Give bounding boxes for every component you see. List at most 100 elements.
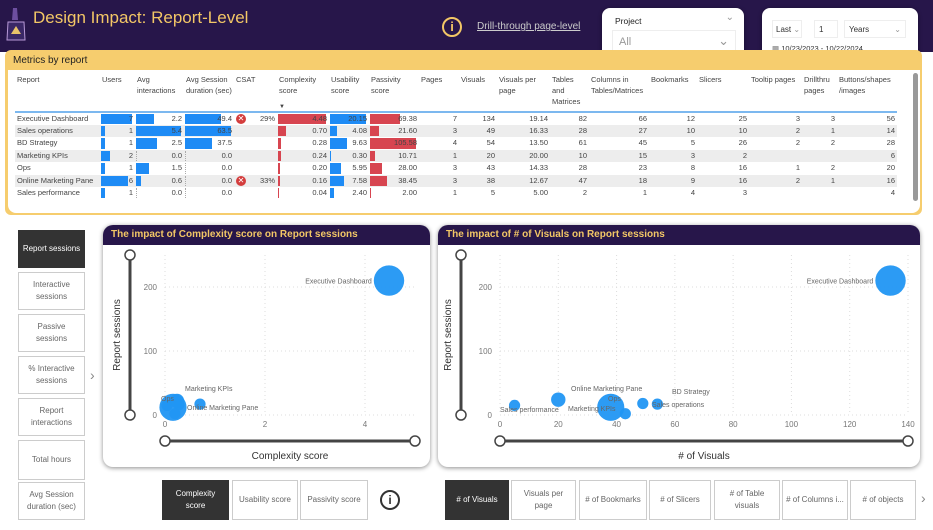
cell-value: 13.50 <box>529 138 548 148</box>
column-header[interactable]: Drillthru pages <box>802 74 837 113</box>
column-header[interactable]: Passivity score <box>369 74 419 113</box>
table-cell: 1.5 <box>135 162 184 174</box>
object-tile[interactable]: Visuals per page <box>511 480 576 520</box>
table-cell: 16 <box>697 174 749 187</box>
info-icon[interactable]: i <box>442 17 462 37</box>
data-label: Executive Dashboard <box>807 279 874 286</box>
table-row[interactable]: BD Strategy 1 2.5 37.5 0.28 9.63 105.58 4 54 13.5… <box>15 137 897 149</box>
table-row[interactable]: Sales operations 1 5.4 63.5 0.70 4.08 21.60 3 49… <box>15 125 897 138</box>
metrics-title: Metrics by report <box>13 55 88 66</box>
measure-tile[interactable]: Avg Session duration (sec) <box>18 482 85 520</box>
table-cell: 37.5 <box>184 137 234 149</box>
slider-handle[interactable] <box>455 249 467 261</box>
data-point[interactable] <box>875 265 906 296</box>
column-header[interactable]: Avg interactions <box>135 74 184 113</box>
table-cell: 0.16 <box>277 174 329 187</box>
column-header[interactable]: Report <box>15 74 100 113</box>
table-cell: 12 <box>649 112 697 125</box>
date-mode-dropdown[interactable]: Last ⌄ <box>772 20 802 38</box>
data-bar <box>101 126 106 137</box>
data-bar <box>370 114 401 124</box>
column-header[interactable]: Users <box>100 74 135 113</box>
column-header[interactable]: Usability score <box>329 74 369 113</box>
object-tile[interactable]: # of Visuals <box>445 480 509 520</box>
column-header[interactable]: Bookmarks <box>649 74 697 113</box>
cell-value: 10 <box>738 126 747 135</box>
data-bar <box>278 114 326 124</box>
score-tile[interactable]: Passivity score <box>300 480 368 520</box>
table-cell: Executive Dashboard <box>17 114 89 123</box>
date-count-input[interactable]: 1 <box>814 20 838 38</box>
slider-handle[interactable] <box>494 435 506 447</box>
column-header[interactable]: Avg Session duration (sec) <box>184 74 234 113</box>
data-point[interactable] <box>651 398 663 410</box>
column-header[interactable]: Buttons/shapes /images <box>837 74 897 113</box>
table-cell: 25 <box>697 112 749 125</box>
cell-value: 16 <box>738 163 747 173</box>
date-unit-dropdown[interactable]: Years ⌄ <box>844 20 906 38</box>
cell-value: 1 <box>452 187 457 197</box>
column-header[interactable]: Columns in Tables/Matrices <box>589 74 649 113</box>
column-header[interactable]: Slicers <box>697 74 749 113</box>
data-bar <box>136 138 157 149</box>
table-row[interactable]: Executive Dashboard 7 2.2 49.4 ✕ 29% 4.48 20.15… <box>15 112 897 125</box>
table-cell: Ops <box>17 163 31 173</box>
data-point[interactable] <box>194 398 206 410</box>
slider-handle[interactable] <box>409 435 421 447</box>
cell-value: 3 <box>795 114 800 123</box>
column-header[interactable]: CSAT <box>234 74 277 113</box>
column-header[interactable]: Visuals per page <box>497 74 550 113</box>
y-tick-label: 100 <box>144 347 158 356</box>
table-row[interactable]: Online Marketing Pane 6 0.6 0.0 ✕ 33% 0.16 7.58… <box>15 174 897 187</box>
chevron-right-icon[interactable]: › <box>90 367 95 383</box>
column-header[interactable]: Tables and Matrices <box>550 74 589 113</box>
table-cell: 56 <box>837 112 897 125</box>
data-point[interactable] <box>161 399 173 411</box>
score-tile[interactable]: Usability score <box>232 480 298 520</box>
slider-handle[interactable] <box>902 435 914 447</box>
table-cell: Sales performance <box>17 187 80 197</box>
column-header[interactable]: Tooltip pages <box>749 74 802 113</box>
object-tile[interactable]: # of objects <box>850 480 916 520</box>
cell-value: 20.15 <box>348 114 367 123</box>
object-tile[interactable]: # of Slicers <box>649 480 711 520</box>
measure-tile[interactable]: Report sessions <box>18 230 85 268</box>
data-point[interactable] <box>508 399 521 411</box>
cell-value: 28.00 <box>398 163 417 173</box>
object-tile[interactable]: # of Bookmarks <box>579 480 647 520</box>
measure-tile[interactable]: Passive sessions <box>18 314 85 352</box>
slider-handle[interactable] <box>124 409 136 421</box>
measure-tile[interactable]: Total hours <box>18 440 85 480</box>
measure-tile[interactable]: Report interactions <box>18 398 85 436</box>
drill-through-link[interactable]: Drill-through page-level <box>477 21 581 32</box>
table-cell: 0.0 <box>135 149 184 163</box>
table-cell: 0.24 <box>277 149 329 163</box>
data-point[interactable] <box>373 265 405 296</box>
score-tile[interactable]: Complexity score <box>162 480 229 520</box>
info-icon[interactable]: i <box>380 490 400 510</box>
slider-handle[interactable] <box>124 249 136 261</box>
table-cell: 0.0 <box>184 187 234 199</box>
chevron-down-icon: ⌄ <box>894 25 901 34</box>
table-row[interactable]: Marketing KPIs 2 0.0 0.0 0.24 0.30 10.71 1 20 20.… <box>15 149 897 163</box>
table-row[interactable]: Sales performance 1 0.0 0.0 0.04 2.40 2.00 1 5 5.… <box>15 187 897 199</box>
table-scrollbar[interactable] <box>913 73 918 201</box>
table-row[interactable]: Ops 1 1.5 0.0 0.20 5.95 28.00 3 43 14.33 28 23 8 16 1 2… <box>15 162 897 174</box>
data-point[interactable] <box>551 392 566 407</box>
data-label: BD Strategy <box>672 389 710 396</box>
column-header[interactable]: Complexity score ▼ <box>277 74 329 113</box>
slider-handle[interactable] <box>159 435 171 447</box>
cell-value: 54 <box>486 138 495 148</box>
object-tile[interactable]: # of Columns i... <box>782 480 848 520</box>
column-header[interactable]: Visuals <box>459 74 497 113</box>
chevron-right-icon[interactable]: › <box>921 490 926 506</box>
slider-handle[interactable] <box>455 409 467 421</box>
object-tile[interactable]: # of Table visuals <box>714 480 780 520</box>
cell-value: 2 <box>830 138 835 148</box>
chevron-down-icon[interactable]: ⌄ <box>725 12 734 23</box>
data-point[interactable] <box>597 393 625 421</box>
measure-tile[interactable]: Interactive sessions <box>18 272 85 310</box>
measure-tile[interactable]: % Interactive sessions <box>18 356 85 394</box>
data-point[interactable] <box>637 397 649 410</box>
column-header[interactable]: Pages <box>419 74 459 113</box>
